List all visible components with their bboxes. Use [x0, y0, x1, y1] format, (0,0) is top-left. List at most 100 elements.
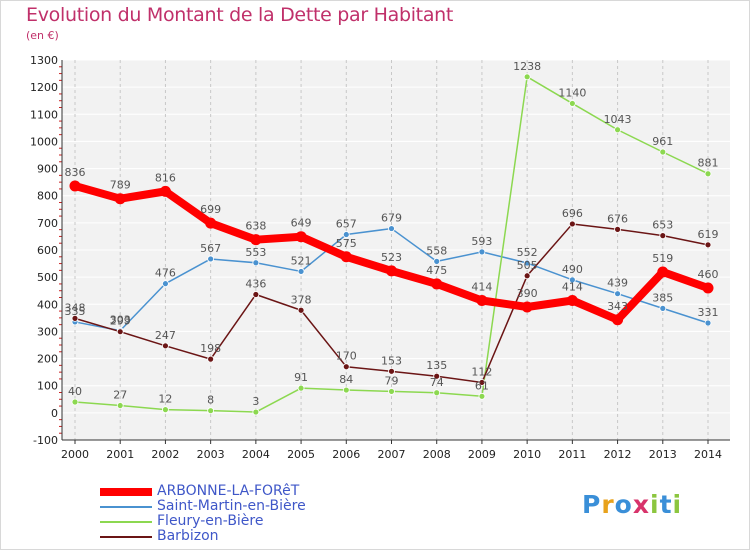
- data-point: [431, 278, 443, 290]
- data-point: [340, 251, 352, 263]
- data-point: [433, 257, 441, 265]
- logo-letter: r: [601, 490, 615, 519]
- logo-letter: i: [650, 490, 660, 519]
- data-label: 567: [200, 242, 221, 255]
- data-label: 657: [336, 218, 357, 231]
- data-label: 475: [426, 264, 447, 277]
- data-point: [433, 389, 441, 397]
- y-tick-label: 700: [37, 217, 58, 230]
- data-point: [612, 314, 624, 326]
- data-label: 12: [158, 393, 172, 406]
- data-label: 198: [200, 342, 221, 355]
- data-point: [205, 217, 217, 229]
- data-point: [433, 372, 441, 380]
- data-point: [114, 193, 126, 205]
- legend-swatch-barbizon: [100, 536, 152, 538]
- y-tick-label: 800: [37, 190, 58, 203]
- x-tick-label: 2007: [378, 448, 406, 461]
- data-label: 74: [430, 376, 444, 389]
- data-point: [116, 402, 124, 409]
- data-label: 638: [245, 220, 266, 233]
- data-label: 153: [381, 354, 402, 367]
- data-point: [702, 282, 714, 294]
- x-tick-label: 2008: [423, 448, 451, 461]
- x-tick-label: 2004: [242, 448, 270, 461]
- x-tick-label: 2012: [604, 448, 632, 461]
- x-tick-label: 2002: [151, 448, 179, 461]
- data-point: [659, 232, 667, 240]
- data-point: [162, 280, 169, 288]
- data-label: 91: [294, 371, 308, 384]
- legend-label-saint-martin: Saint-Martin-en-Bière: [157, 498, 306, 514]
- data-label: 331: [698, 306, 719, 319]
- data-point: [342, 363, 350, 371]
- data-point: [478, 392, 486, 400]
- data-label: 385: [652, 291, 673, 304]
- data-label: 436: [245, 278, 266, 291]
- logo-letter: o: [614, 490, 633, 519]
- x-tick-label: 2010: [513, 448, 541, 461]
- data-label: 553: [245, 246, 266, 259]
- data-point: [478, 379, 486, 386]
- data-label: 414: [471, 280, 492, 293]
- data-label: 378: [291, 293, 312, 306]
- y-tick-label: 500: [37, 271, 58, 284]
- data-label: 84: [339, 373, 353, 386]
- data-point: [159, 185, 171, 197]
- y-tick-label: -100: [33, 434, 58, 447]
- data-label: 3: [252, 395, 259, 408]
- legend-swatch-fleury: [100, 521, 152, 523]
- logo-letter: P: [582, 490, 602, 519]
- data-point: [207, 355, 215, 363]
- data-point: [342, 386, 350, 394]
- y-tick-label: 1000: [30, 135, 58, 148]
- data-label: 112: [471, 365, 492, 378]
- data-label: 789: [110, 179, 131, 192]
- data-label: 8: [207, 394, 214, 407]
- data-label: 414: [562, 280, 583, 293]
- data-label: 505: [517, 259, 538, 272]
- data-point: [704, 319, 712, 327]
- chart-unit: (en €): [26, 29, 59, 42]
- data-point: [568, 276, 576, 284]
- data-point: [207, 255, 215, 263]
- data-point: [297, 384, 305, 392]
- data-label: 521: [291, 254, 312, 267]
- proxiti-logo: Proxiti: [582, 490, 682, 519]
- data-point: [523, 272, 531, 280]
- data-label: 699: [200, 203, 221, 216]
- data-label: 836: [65, 166, 86, 179]
- legend-swatch-saint-martin: [100, 506, 152, 508]
- data-label: 696: [562, 207, 583, 220]
- data-label: 61: [475, 379, 489, 392]
- data-label: 816: [155, 171, 176, 184]
- data-point: [657, 266, 669, 278]
- x-tick-label: 2006: [332, 448, 360, 461]
- data-label: 439: [607, 277, 628, 290]
- data-point: [71, 398, 79, 406]
- data-point: [659, 304, 667, 312]
- data-label: 460: [698, 268, 719, 281]
- chart-title: Evolution du Montant de la Dette par Hab…: [26, 4, 454, 26]
- data-label: 303: [110, 314, 131, 327]
- data-label: 523: [381, 251, 402, 264]
- data-label: 1043: [604, 113, 632, 126]
- legend-label-fleury: Fleury-en-Bière: [157, 513, 264, 529]
- x-tick-label: 2011: [558, 448, 586, 461]
- data-point: [568, 100, 576, 107]
- y-tick-label: 300: [37, 325, 58, 338]
- data-point: [388, 388, 395, 395]
- data-point: [162, 406, 169, 414]
- data-label: 135: [426, 359, 447, 372]
- data-point: [614, 126, 621, 134]
- data-point: [116, 328, 124, 336]
- x-tick-label: 2001: [106, 448, 134, 461]
- y-tick-label: 0: [51, 407, 58, 420]
- data-label: 1238: [513, 60, 541, 73]
- legend-swatch-arbonne: [100, 488, 152, 496]
- data-point: [478, 248, 486, 256]
- logo-letter: t: [659, 490, 673, 519]
- legend-label-arbonne: ARBONNE-LA-FORêT: [157, 483, 300, 499]
- data-point: [704, 170, 712, 178]
